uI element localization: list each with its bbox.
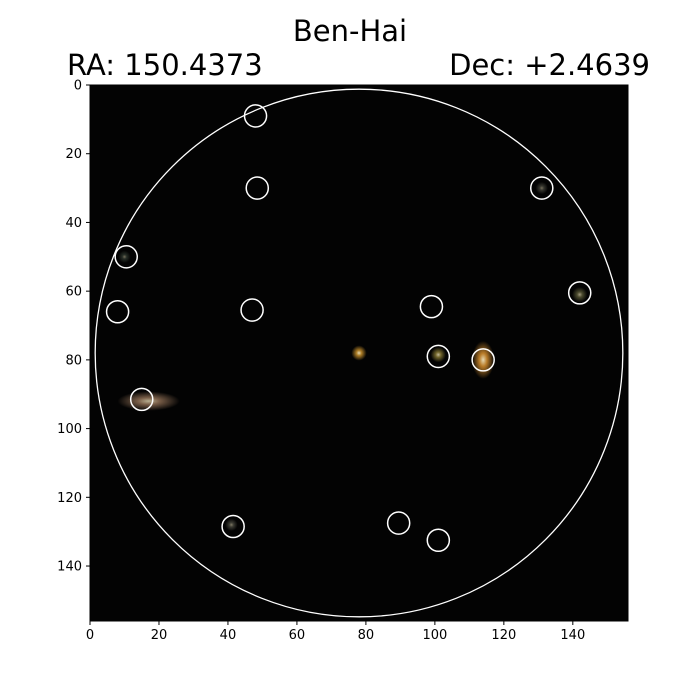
source-marker xyxy=(245,176,270,200)
y-tick-label: 120 xyxy=(57,491,82,506)
source-marker xyxy=(240,298,264,322)
source-marker xyxy=(105,299,130,324)
source-marker xyxy=(129,387,154,412)
y-tick-label: 100 xyxy=(57,422,82,437)
x-tick-label: 20 xyxy=(151,628,168,643)
source-marker xyxy=(529,176,554,200)
source-marker xyxy=(426,344,451,369)
x-tick-label: 140 xyxy=(560,628,585,643)
source-marker xyxy=(426,528,451,553)
light-source xyxy=(351,345,367,361)
aperture-circle xyxy=(94,88,624,618)
x-tick-label: 80 xyxy=(358,628,375,643)
image-title: Ben-Hai xyxy=(292,14,408,48)
plot-frame xyxy=(89,84,629,622)
source-marker xyxy=(567,281,592,305)
light-source xyxy=(118,250,131,264)
y-tick-label: 20 xyxy=(65,147,82,162)
x-tick-label: 60 xyxy=(289,628,306,643)
ra-label: RA: 150.4373 xyxy=(67,48,263,82)
y-tick-label: 40 xyxy=(65,216,82,231)
x-tick-label: 40 xyxy=(220,628,237,643)
source-marker xyxy=(221,514,245,539)
light-source xyxy=(535,181,548,195)
x-tick-label: 0 xyxy=(86,628,94,643)
dec-label: Dec: +2.4639 xyxy=(449,48,650,82)
y-tick-label: 80 xyxy=(65,353,82,368)
source-marker xyxy=(471,348,495,372)
light-source xyxy=(225,518,238,532)
source-marker xyxy=(243,104,268,128)
light-source xyxy=(472,340,495,379)
light-source xyxy=(430,347,446,363)
source-marker xyxy=(386,511,411,535)
x-tick-label: 120 xyxy=(491,628,516,643)
source-marker xyxy=(419,294,444,319)
x-tick-label: 100 xyxy=(422,628,447,643)
y-tick-label: 140 xyxy=(57,560,82,575)
light-source xyxy=(572,287,588,303)
y-tick-label: 0 xyxy=(74,79,82,94)
y-tick-label: 60 xyxy=(65,285,82,300)
sky-image xyxy=(90,85,628,621)
x-axis: 0 20 40 60 80 100 120 140 xyxy=(86,621,585,643)
source-marker xyxy=(114,245,138,269)
y-axis: 0 20 40 60 80 100 120 140 xyxy=(57,79,90,575)
